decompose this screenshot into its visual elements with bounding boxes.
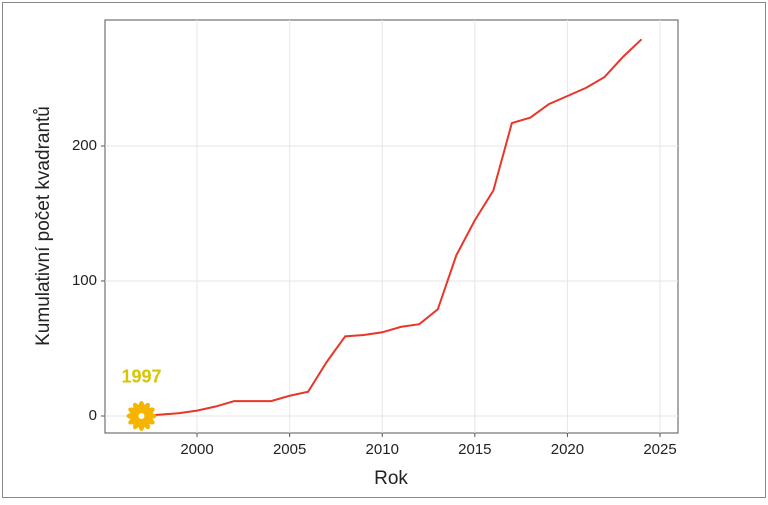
x-tick-label: 2000 <box>180 441 213 458</box>
y-tick-label: 200 <box>72 137 97 154</box>
x-tick-label: 2010 <box>366 441 399 458</box>
x-tick-label: 2015 <box>458 441 491 458</box>
frame <box>2 2 766 498</box>
x-axis-title: Rok <box>374 468 408 489</box>
y-axis-title: Kumulativní počet kvadrantů <box>33 106 54 346</box>
line <box>141 38 643 417</box>
y-tick-label: 100 <box>72 272 97 289</box>
plot-area <box>104 19 679 434</box>
flower-center <box>138 412 145 419</box>
start-marker <box>126 400 157 431</box>
petal <box>133 402 142 416</box>
y-tick-label: 0 <box>89 407 97 424</box>
x-tick-label: 2020 <box>551 441 584 458</box>
x-tick-label: 2025 <box>643 441 676 458</box>
annotation: 1997 <box>121 367 161 387</box>
x-tick-label: 2005 <box>273 441 306 458</box>
